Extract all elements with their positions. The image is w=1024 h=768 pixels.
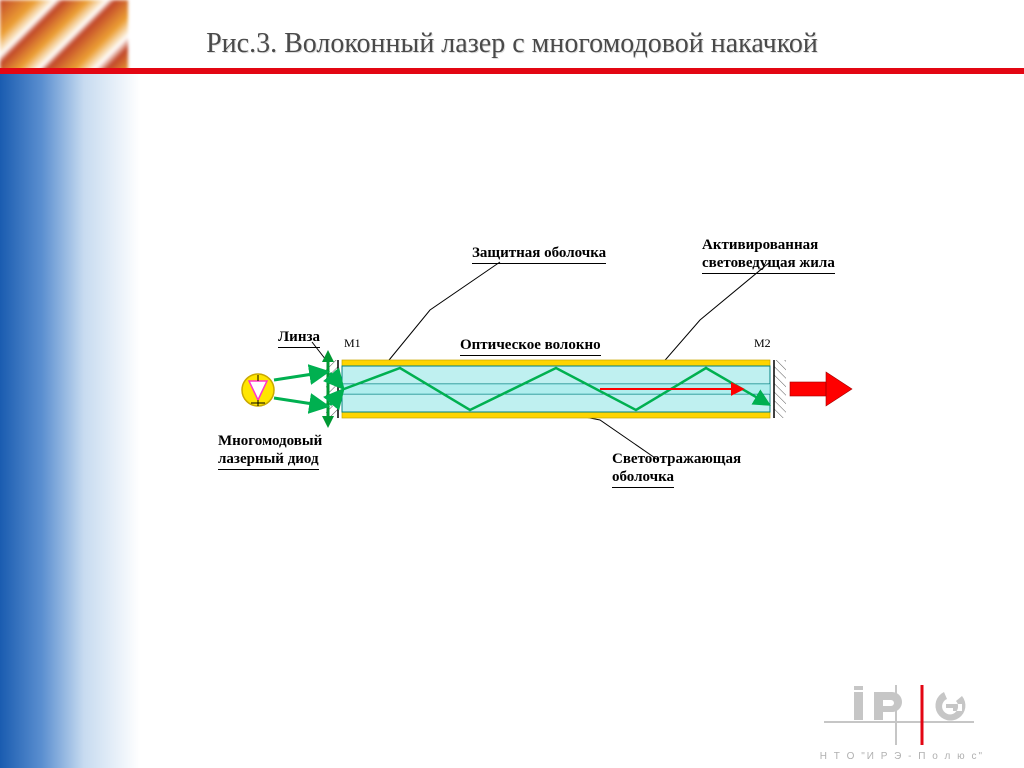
label-active-core: Активированная световедущая жила	[702, 236, 835, 274]
label-protective-cladding: Защитная оболочка	[472, 244, 606, 264]
label-lens: Линза	[278, 328, 320, 348]
laser-diode-symbol	[242, 374, 274, 406]
label-optical-fiber: Оптическое волокно	[460, 336, 601, 356]
label-m2: M2	[754, 336, 771, 350]
reflective-cladding-top	[342, 360, 770, 366]
reflective-cladding-bottom	[342, 412, 770, 418]
ipg-logo	[814, 680, 984, 750]
fiber-laser-diagram	[0, 0, 1024, 768]
mirror-m2-hatch	[774, 360, 786, 418]
label-multimode-diode: Многомодовый лазерный диод	[218, 432, 322, 470]
label-m1: M1	[344, 336, 361, 350]
footer-caption: Н Т О "И Р Э - П о л ю с"	[820, 751, 984, 762]
output-beam-arrow	[790, 372, 852, 406]
label-reflective-cladding: Светоотражающая оболочка	[612, 450, 741, 488]
